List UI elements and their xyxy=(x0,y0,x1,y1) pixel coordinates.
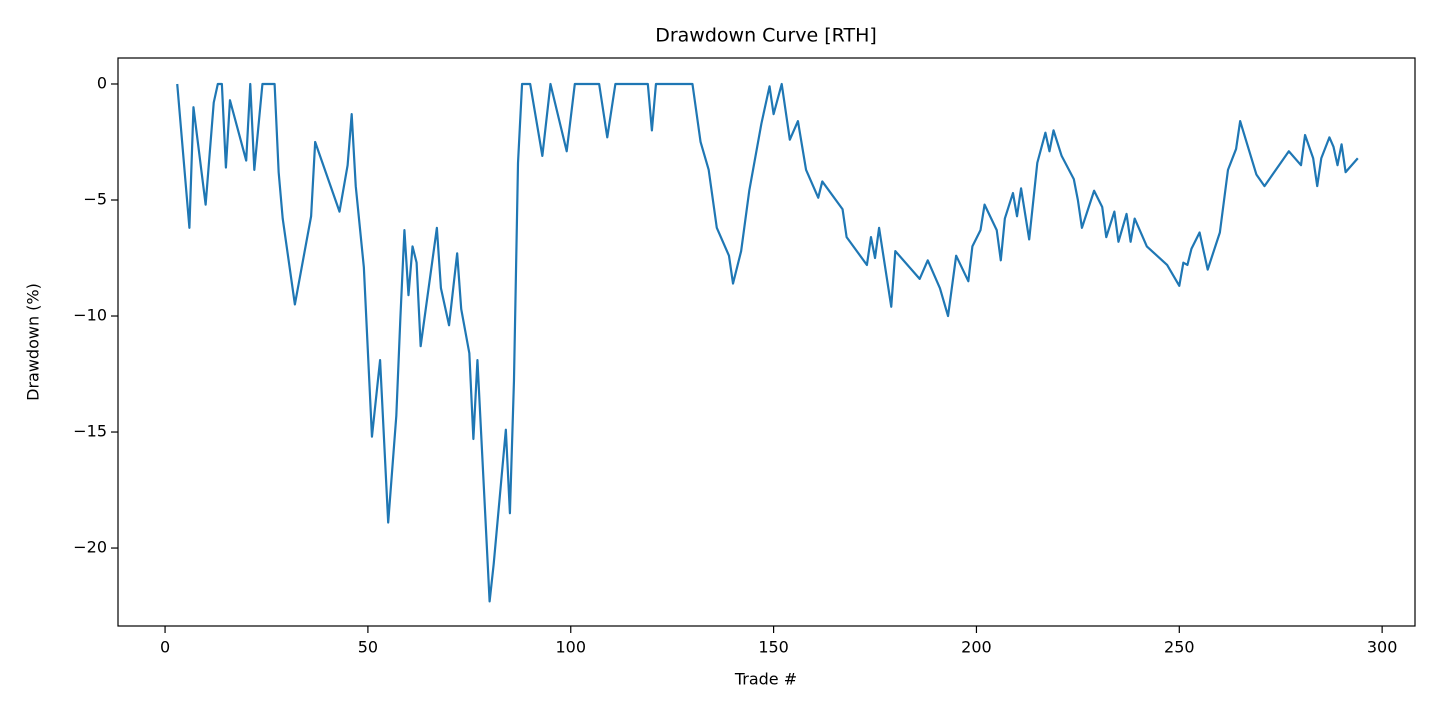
line-series xyxy=(176,82,1359,603)
y-tick-label: −15 xyxy=(73,422,107,441)
x-tick-label: 150 xyxy=(758,638,789,657)
x-tick-label: 50 xyxy=(358,638,378,657)
chart-title: Drawdown Curve [RTH] xyxy=(655,25,877,47)
x-tick-label: 200 xyxy=(961,638,992,657)
x-tick-label: 0 xyxy=(160,638,170,657)
plot-frame xyxy=(117,57,1416,627)
y-tick-label: −5 xyxy=(83,190,107,209)
y-tick-label: 0 xyxy=(97,73,107,92)
x-tick-label: 100 xyxy=(555,638,586,657)
y-tick-label: −20 xyxy=(73,538,107,557)
x-axis-label: Trade # xyxy=(734,670,797,689)
y-tick-label: −10 xyxy=(73,306,107,325)
y-axis-label: Drawdown (%) xyxy=(24,283,43,401)
x-tick-label: 300 xyxy=(1367,638,1398,657)
x-tick-label: 250 xyxy=(1164,638,1195,657)
